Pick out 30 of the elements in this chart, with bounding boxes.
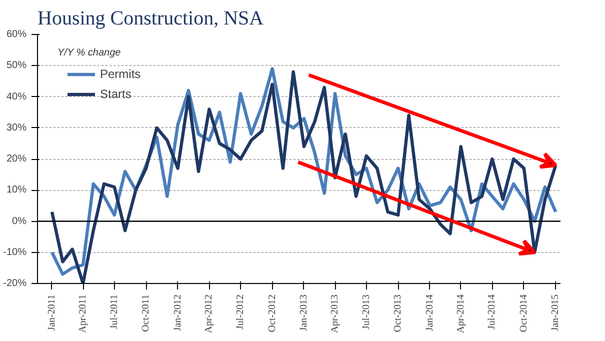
- y-tick-label: 50%: [6, 60, 27, 72]
- y-tick-label: 30%: [6, 122, 27, 134]
- legend-label: Starts: [100, 87, 132, 101]
- x-tick-label: Oct-2012: [266, 294, 278, 332]
- y-tick-label: 0%: [12, 216, 27, 227]
- x-tick-label: Jan-2011: [46, 294, 58, 331]
- legend-label: Permits: [100, 67, 141, 81]
- x-tick-label: Jul-2014: [486, 294, 498, 330]
- x-tick-label: Jul-2011: [108, 294, 120, 330]
- annotation: Y/Y % change: [58, 48, 122, 58]
- y-tick-label: 20%: [6, 154, 27, 164]
- y-tick-label: 10%: [6, 184, 27, 196]
- x-tick-label: Oct-2014: [518, 294, 530, 332]
- x-tick-label: Apr-2014: [455, 294, 466, 334]
- y-tick-label: -20%: [3, 278, 27, 289]
- chart-title: Housing Construction, NSA: [38, 8, 264, 30]
- x-tick-label: Jul-2013: [360, 294, 372, 330]
- x-tick-label: Jan-2015: [550, 294, 562, 332]
- y-tick-label: 40%: [6, 91, 27, 102]
- x-tick-label: Oct-2011: [140, 294, 152, 332]
- x-tick-label: Jan-2012: [172, 294, 184, 332]
- x-tick-label: Oct-2013: [392, 294, 404, 332]
- x-tick-label: Jan-2013: [298, 294, 310, 332]
- y-tick-label: 60%: [6, 29, 27, 40]
- x-tick-label: Apr-2011: [78, 294, 89, 333]
- x-tick-label: Jan-2014: [424, 294, 436, 332]
- y-tick-label: -10%: [3, 246, 27, 258]
- x-tick-label: Apr-2013: [330, 294, 341, 334]
- x-tick-label: Apr-2012: [204, 294, 215, 334]
- x-tick-label: Jul-2012: [235, 294, 246, 330]
